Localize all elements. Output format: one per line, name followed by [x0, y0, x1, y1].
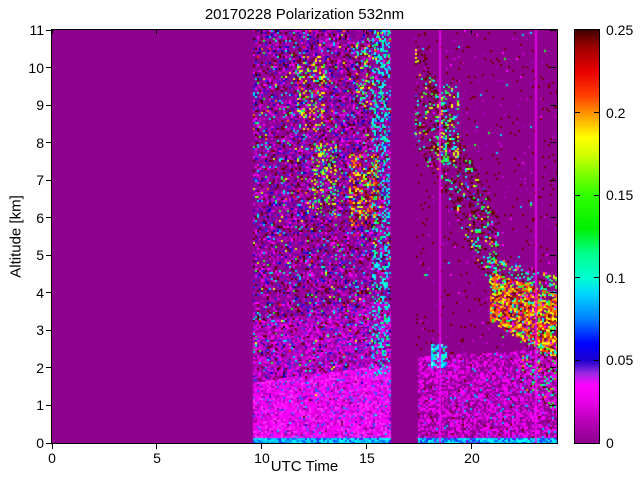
x-tick-mark-top	[156, 30, 158, 34]
y-tick-label: 7	[36, 172, 44, 189]
x-tick-label: 20	[464, 450, 480, 466]
y-tick-mark	[46, 104, 51, 106]
colorbar-tick-mark	[594, 112, 599, 114]
y-tick-mark-right	[550, 292, 556, 294]
x-tick-label: 15	[359, 450, 375, 466]
x-tick-mark	[261, 444, 263, 449]
x-tick-mark	[51, 444, 53, 449]
y-tick-mark	[46, 29, 51, 31]
y-tick-label: 9	[36, 97, 44, 114]
plot-area	[51, 29, 558, 444]
colorbar-tick-label: 0.25	[606, 22, 634, 38]
colorbar-tick-mark	[594, 359, 599, 361]
y-tick-mark	[46, 67, 51, 69]
x-tick-mark-top	[471, 30, 473, 34]
colorbar-tick-mark	[575, 277, 580, 279]
y-tick-mark-right	[550, 29, 556, 31]
colorbar-tick-mark	[594, 194, 599, 196]
y-tick-label: 0	[36, 435, 44, 451]
colorbar-tick-label: 0.2	[606, 104, 626, 121]
y-tick-mark-right	[550, 404, 556, 406]
colorbar-tick-mark	[594, 277, 599, 279]
colorbar	[574, 29, 600, 444]
y-tick-mark-right	[550, 442, 556, 444]
x-axis-label: UTC Time	[270, 458, 339, 475]
x-tick-mark	[366, 444, 368, 449]
y-tick-label: 5	[36, 247, 44, 264]
y-tick-mark	[46, 179, 51, 181]
plot-title: 20170228 Polarization 532nm	[204, 6, 405, 23]
y-tick-mark-right	[550, 67, 556, 69]
y-tick-mark	[46, 254, 51, 256]
x-tick-mark	[471, 444, 473, 449]
colorbar-tick-label: 0.15	[606, 187, 634, 204]
colorbar-tick-label: 0.05	[606, 352, 634, 369]
x-tick-label: 0	[48, 450, 56, 466]
y-tick-mark-right	[550, 367, 556, 369]
y-tick-label: 10	[28, 59, 44, 76]
x-tick-label: 10	[254, 450, 270, 466]
y-tick-label: 3	[36, 322, 44, 339]
heatmap-canvas	[52, 30, 557, 443]
colorbar-tick-mark	[575, 112, 580, 114]
colorbar-tick-label: 0.1	[606, 269, 626, 286]
y-axis-label: Altitude [km]	[7, 195, 25, 278]
y-tick-mark-right	[550, 217, 556, 219]
y-tick-label: 1	[36, 397, 44, 414]
x-tick-mark-top	[51, 30, 53, 34]
y-tick-mark	[46, 367, 51, 369]
y-tick-mark	[46, 404, 51, 406]
y-tick-mark	[46, 292, 51, 294]
y-tick-label: 11	[29, 22, 44, 38]
y-tick-label: 4	[36, 284, 44, 301]
colorbar-tick-mark	[575, 194, 580, 196]
y-tick-mark-right	[550, 142, 556, 144]
y-tick-mark	[46, 142, 51, 144]
y-tick-label: 6	[36, 209, 44, 226]
y-tick-mark	[46, 329, 51, 331]
x-tick-label: 5	[153, 450, 161, 466]
y-tick-mark-right	[550, 254, 556, 256]
colorbar-tick-mark	[575, 359, 580, 361]
y-tick-mark-right	[550, 329, 556, 331]
colorbar-tick-label: 0	[606, 435, 614, 451]
y-tick-mark	[46, 217, 51, 219]
x-tick-mark	[156, 444, 158, 449]
y-tick-mark-right	[550, 179, 556, 181]
y-tick-label: 2	[36, 359, 44, 376]
y-tick-mark-right	[550, 104, 556, 106]
y-tick-mark	[46, 442, 51, 444]
y-tick-label: 8	[36, 134, 44, 151]
x-tick-mark-top	[261, 30, 263, 34]
x-tick-mark-top	[366, 30, 368, 34]
